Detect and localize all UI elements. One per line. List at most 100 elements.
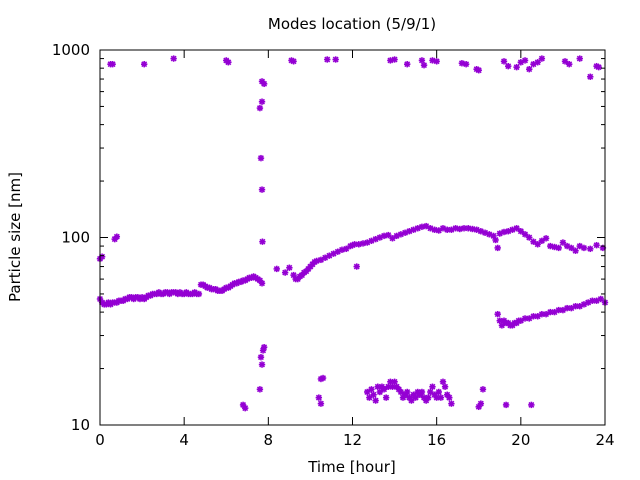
data-point [587,73,594,80]
data-point [258,361,266,368]
x-tick-label: 0 [95,431,105,449]
data-point [382,394,390,401]
data-point [505,62,512,70]
data-point [513,63,520,71]
data-point [477,400,485,407]
x-tick-label: 16 [427,431,446,449]
data-point [195,290,203,298]
y-tick-label: 1000 [52,41,90,59]
data-point [353,263,360,270]
data-point [494,310,501,318]
data-point [595,63,602,71]
data-point [324,56,331,63]
data-point [425,394,432,401]
data-point [256,386,264,393]
data-point [109,60,116,68]
data-point [448,400,455,407]
x-tick-label: 8 [264,431,274,449]
data-point [258,98,266,105]
data-point [566,60,573,68]
data-point [479,386,487,393]
data-point [433,58,440,65]
data-point [492,236,499,244]
data-point [273,265,280,273]
data-point [429,383,436,390]
data-point [342,245,350,253]
x-tick-label: 24 [595,431,614,449]
data-point [257,154,265,162]
data-point [576,55,583,62]
data-point [366,394,373,401]
data-point [286,264,293,271]
data-point [502,401,510,409]
data-point [372,397,379,404]
data-point [317,400,325,407]
data-point [538,55,546,62]
data-point [364,388,371,396]
ticks-layer: 0 4 8 12 16 20 24 10 100 1000 [52,41,615,449]
x-axis-label: Time [hour] [307,458,396,476]
data-point [389,235,396,242]
data-point [568,244,575,252]
points-layer [96,55,609,412]
data-point [572,247,579,254]
data-point [427,388,434,396]
data-point [500,58,508,65]
data-point [435,388,442,396]
data-point [561,58,569,65]
data-point [593,241,600,249]
data-point [439,378,447,385]
y-tick-label: 10 [71,416,90,434]
data-point [259,238,266,245]
data-point [580,244,588,252]
data-point [420,61,428,69]
data-point [542,235,550,242]
data-point [559,239,567,246]
data-point [555,244,562,252]
data-point [256,104,264,112]
data-point [528,401,535,409]
x-tick-label: 12 [343,431,362,449]
data-point [259,347,267,354]
data-point [315,394,323,401]
data-point [258,280,266,287]
data-point [446,394,453,401]
data-point [258,186,266,193]
data-point [391,378,398,385]
data-point [526,65,533,73]
data-point [140,60,148,68]
x-tick-label: 4 [179,431,189,449]
data-point [418,223,426,231]
x-tick-label: 20 [511,431,530,449]
data-point [258,78,266,85]
data-point [281,269,289,276]
data-point [370,391,377,398]
data-point [517,228,525,235]
data-point [494,244,501,252]
data-point [241,404,249,412]
data-point [587,245,594,253]
data-point [462,60,470,68]
data-point [332,56,339,63]
data-point [437,394,445,401]
y-tick-label: 100 [61,229,90,247]
data-point [368,386,375,393]
data-point [368,237,375,245]
data-point [404,388,411,396]
data-point [452,225,459,232]
data-point [397,388,405,396]
data-point [317,375,325,383]
data-point [526,234,533,241]
data-point [513,225,520,232]
data-point [475,67,482,74]
data-point [257,353,265,361]
data-point [290,58,297,65]
data-point [391,56,398,63]
data-point [521,57,529,64]
data-point [170,55,177,62]
data-point [404,60,411,68]
data-point [418,388,426,396]
data-point [441,383,449,390]
data-point [408,397,415,404]
